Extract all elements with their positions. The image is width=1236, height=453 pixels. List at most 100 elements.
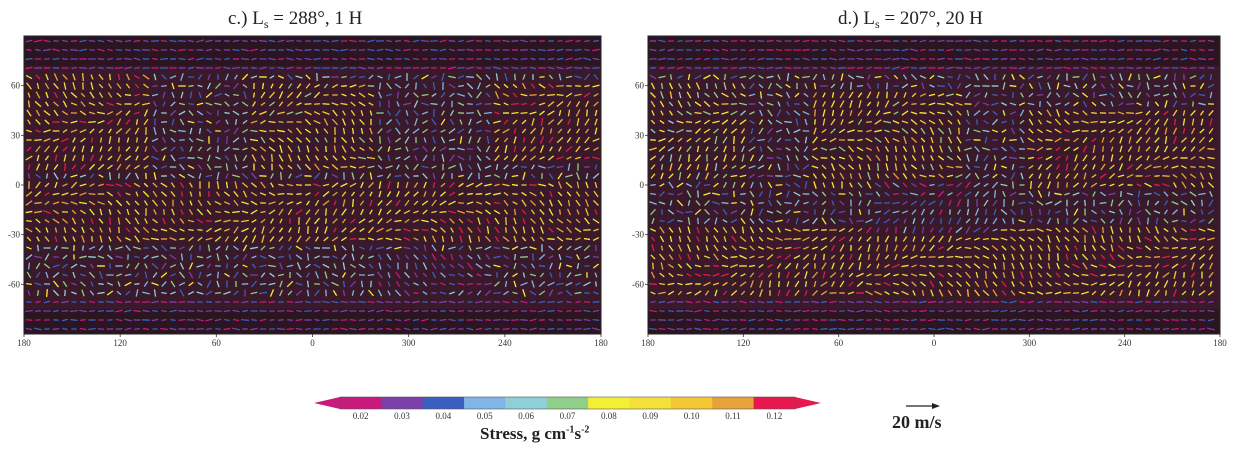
wind-vector	[421, 165, 429, 169]
wind-vector	[567, 199, 571, 207]
wind-vector	[35, 262, 41, 270]
wind-vector	[538, 165, 546, 169]
wind-vector	[214, 200, 222, 206]
wind-vector	[440, 118, 446, 126]
wind-vector	[1110, 146, 1114, 152]
wind-vector	[838, 128, 846, 134]
wind-vector	[830, 192, 836, 196]
wind-vector	[214, 227, 222, 233]
wind-vector	[1171, 327, 1179, 331]
wind-vector	[567, 109, 571, 117]
wind-vector	[668, 272, 674, 278]
wind-vector	[403, 246, 411, 250]
wind-vector	[106, 111, 114, 115]
wind-vector	[669, 235, 673, 243]
wind-vector	[232, 327, 240, 331]
wind-vector	[721, 327, 729, 331]
wind-vector	[161, 318, 167, 322]
x-tick-label: 240	[1118, 338, 1132, 348]
wind-vector	[894, 145, 898, 153]
wind-vector	[785, 318, 791, 322]
wind-vector	[811, 327, 819, 331]
wind-vector	[43, 138, 51, 142]
wind-vector	[1072, 272, 1080, 278]
wind-vector	[823, 253, 825, 261]
wind-vector	[758, 208, 764, 216]
wind-vector	[278, 120, 284, 124]
wind-vector	[269, 226, 275, 234]
panel-c-title-rest: = 288°, 1 H	[268, 8, 363, 29]
wind-vector	[143, 109, 149, 117]
wind-vector	[839, 262, 845, 270]
wind-vector	[403, 237, 411, 241]
wind-vector	[278, 208, 284, 216]
wind-vector	[378, 281, 382, 287]
wind-vector	[1208, 254, 1214, 260]
wind-vector	[1144, 255, 1152, 259]
wind-vector	[476, 163, 482, 171]
wind-vector	[793, 210, 801, 214]
wind-vector	[385, 218, 393, 224]
wind-vector	[919, 182, 927, 188]
wind-vector	[1073, 137, 1079, 143]
wind-vector	[650, 208, 656, 216]
wind-vector	[143, 39, 149, 43]
wind-vector	[415, 82, 417, 90]
wind-vector	[376, 300, 384, 304]
wind-vector	[466, 48, 474, 52]
wind-vector	[80, 281, 86, 287]
wind-vector	[838, 146, 846, 152]
wind-vector	[1037, 190, 1043, 198]
wind-vector	[134, 200, 140, 206]
wind-vector	[539, 272, 545, 278]
wind-vector	[1154, 137, 1160, 143]
wind-vector	[1082, 182, 1088, 188]
wind-vector	[1109, 183, 1115, 187]
wind-vector	[659, 226, 665, 234]
wind-vector	[180, 209, 184, 215]
wind-vector	[160, 182, 168, 188]
wind-vector	[703, 40, 711, 42]
wind-vector	[919, 199, 927, 207]
wind-vector	[422, 281, 428, 287]
colorbar-left-tip	[314, 397, 340, 409]
wind-vector	[25, 254, 33, 260]
wind-vector	[1102, 146, 1104, 152]
wind-vector	[188, 262, 194, 270]
wind-vector	[884, 318, 890, 322]
wind-vector	[1027, 156, 1035, 160]
wind-vector	[1171, 263, 1179, 269]
wind-vector	[1199, 74, 1205, 80]
wind-vector	[1153, 256, 1161, 258]
wind-vector	[107, 48, 113, 52]
wind-vector	[217, 110, 219, 116]
wind-vector	[43, 145, 51, 153]
wind-vector	[722, 226, 728, 234]
wind-vector	[503, 66, 509, 70]
wind-vector	[35, 272, 41, 278]
wind-vector	[723, 182, 727, 188]
wind-vector	[1064, 236, 1070, 242]
wind-vector	[432, 182, 436, 188]
wind-vector	[44, 82, 50, 90]
wind-vector	[35, 227, 41, 233]
wind-vector	[376, 318, 384, 322]
wind-vector	[549, 272, 553, 278]
wind-vector	[814, 119, 816, 125]
wind-vector	[576, 181, 580, 189]
wind-vector	[1189, 75, 1197, 79]
wind-vector	[538, 254, 546, 260]
wind-vector	[1064, 92, 1070, 98]
wind-vector	[503, 137, 509, 143]
wind-vector	[822, 118, 826, 126]
wind-vector	[822, 101, 826, 107]
wind-vector	[251, 255, 257, 259]
wind-vector	[1190, 165, 1196, 169]
wind-vector	[1128, 290, 1132, 296]
wind-vector	[35, 91, 41, 99]
wind-vector	[973, 246, 981, 250]
wind-vector	[775, 192, 783, 196]
wind-vector	[377, 271, 383, 279]
wind-vector	[205, 237, 213, 241]
wind-vector	[396, 164, 400, 170]
